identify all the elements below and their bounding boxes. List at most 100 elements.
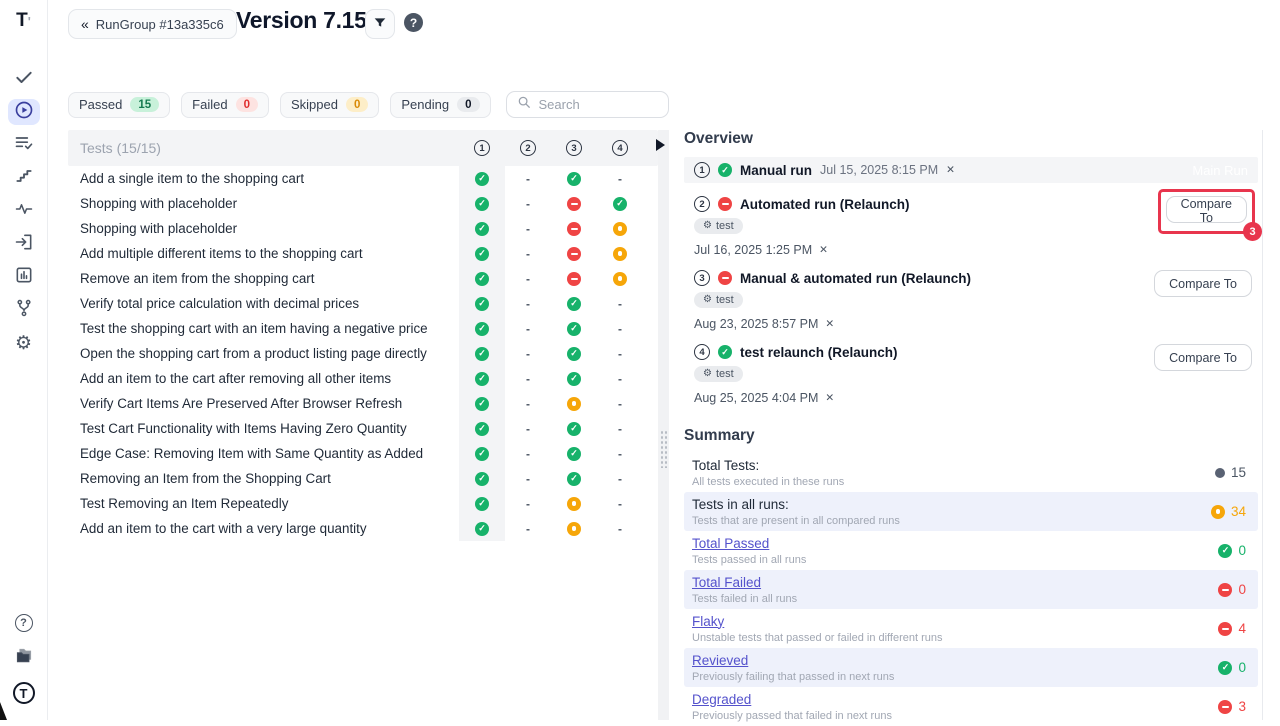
search-input[interactable] bbox=[539, 97, 649, 112]
sidebar-account-button[interactable]: T bbox=[8, 680, 40, 706]
table-row[interactable]: Test Removing an Item Repeatedly✓-- bbox=[68, 491, 658, 516]
filter-chip-pending[interactable]: Pending 0 bbox=[390, 92, 490, 118]
passed-status-icon: ✓ bbox=[475, 172, 489, 186]
status-cell: ✓ bbox=[459, 216, 505, 241]
circled-number-3: 3 bbox=[566, 140, 582, 156]
passed-status-icon: ✓ bbox=[475, 297, 489, 311]
remove-run-icon[interactable]: ✕ bbox=[819, 244, 828, 256]
sidebar-item-settings[interactable]: ⚙ bbox=[8, 330, 40, 356]
table-row[interactable]: Remove an item from the shopping cart✓- bbox=[68, 266, 658, 291]
main-run-row[interactable]: 1✓Manual runJul 15, 2025 8:15 PM✕Main Ru… bbox=[684, 157, 1258, 183]
filter-button[interactable] bbox=[365, 9, 395, 39]
back-to-rungroup-button[interactable]: « RunGroup #13a335c6 bbox=[68, 9, 237, 39]
remove-run-icon[interactable]: ✕ bbox=[825, 392, 834, 404]
compare-to-button[interactable]: Compare To bbox=[1154, 270, 1252, 297]
status-cell: - bbox=[505, 491, 551, 516]
passed-status-icon: ✓ bbox=[475, 397, 489, 411]
summary-row: Total FailedTests failed in all runs0 bbox=[684, 570, 1258, 609]
status-cell: - bbox=[505, 266, 551, 291]
filter-chip-skipped[interactable]: Skipped 0 bbox=[280, 92, 379, 118]
status-cell bbox=[551, 516, 597, 541]
summary-value: 34 bbox=[1211, 504, 1246, 519]
back-button-label: RunGroup #13a335c6 bbox=[96, 17, 224, 32]
summary-link[interactable]: Total Passed bbox=[692, 536, 806, 551]
status-cell: ✓ bbox=[459, 166, 505, 191]
status-cell bbox=[551, 216, 597, 241]
table-row[interactable]: Add an item to the cart with a very larg… bbox=[68, 516, 658, 541]
tests-table-body: Add a single item to the shopping cart✓-… bbox=[68, 166, 658, 541]
table-row[interactable]: Add an item to the cart after removing a… bbox=[68, 366, 658, 391]
sidebar-item-test-plans[interactable] bbox=[8, 132, 40, 158]
sidebar: T' bbox=[0, 0, 48, 720]
sidebar-docs-button[interactable] bbox=[8, 645, 40, 671]
not-run-dash: - bbox=[526, 347, 530, 361]
passed-status-icon: ✓ bbox=[567, 172, 581, 186]
test-name: Add an item to the cart after removing a… bbox=[68, 371, 459, 386]
play-circle-icon bbox=[14, 100, 34, 125]
table-row[interactable]: Edge Case: Removing Item with Same Quant… bbox=[68, 441, 658, 466]
status-cell: ✓ bbox=[551, 166, 597, 191]
run-column-header-3: 3 bbox=[551, 130, 597, 166]
help-button[interactable]: ? bbox=[404, 13, 423, 32]
sidebar-item-reports[interactable] bbox=[8, 264, 40, 290]
table-row[interactable]: Shopping with placeholder✓- bbox=[68, 216, 658, 241]
summary-link[interactable]: Flaky bbox=[692, 614, 943, 629]
run-name: test relaunch (Relaunch) bbox=[740, 345, 898, 360]
sidebar-item-runs[interactable] bbox=[8, 99, 40, 125]
table-row[interactable]: Test the shopping cart with an item havi… bbox=[68, 316, 658, 341]
summary-link[interactable]: Revieved bbox=[692, 653, 894, 668]
remove-run-icon[interactable]: ✕ bbox=[946, 164, 955, 176]
passed-status-icon: ✓ bbox=[567, 422, 581, 436]
table-row[interactable]: Removing an Item from the Shopping Cart✓… bbox=[68, 466, 658, 491]
skipped-status-icon bbox=[1211, 505, 1225, 519]
table-row[interactable]: Verify total price calculation with deci… bbox=[68, 291, 658, 316]
summary-link[interactable]: Degraded bbox=[692, 692, 892, 707]
compare-to-button[interactable]: Compare To bbox=[1166, 196, 1247, 223]
row-status-cells: ✓-- bbox=[459, 491, 643, 516]
not-run-dash: - bbox=[618, 397, 622, 411]
collapse-panel-icon[interactable] bbox=[656, 139, 665, 151]
sidebar-item-branches[interactable] bbox=[8, 297, 40, 323]
run-column-header-1: 1 bbox=[459, 130, 505, 166]
search-box[interactable] bbox=[506, 91, 669, 118]
summary-description: Tests passed in all runs bbox=[692, 554, 806, 566]
table-row[interactable]: Add multiple different items to the shop… bbox=[68, 241, 658, 266]
skipped-status-icon bbox=[613, 247, 627, 261]
test-name: Add an item to the cart with a very larg… bbox=[68, 521, 459, 536]
remove-run-icon[interactable]: ✕ bbox=[825, 318, 834, 330]
passed-status-icon: ✓ bbox=[475, 347, 489, 361]
sidebar-item-imports[interactable] bbox=[8, 231, 40, 257]
table-row[interactable]: Open the shopping cart from a product li… bbox=[68, 341, 658, 366]
drag-handle-icon[interactable] bbox=[660, 430, 667, 468]
table-row[interactable]: Verify Cart Items Are Preserved After Br… bbox=[68, 391, 658, 416]
summary-value: 15 bbox=[1215, 465, 1246, 480]
pulse-icon bbox=[14, 199, 34, 224]
neutral-dot-icon bbox=[1215, 468, 1225, 478]
tests-table-header: Tests (15/15) 1234 bbox=[68, 130, 658, 166]
sidebar-help-button[interactable]: ? bbox=[8, 610, 40, 636]
compare-to-button[interactable]: Compare To bbox=[1154, 344, 1252, 371]
test-name: Test Cart Functionality with Items Havin… bbox=[68, 421, 459, 436]
status-cell: ✓ bbox=[459, 366, 505, 391]
not-run-dash: - bbox=[526, 297, 530, 311]
not-run-dash: - bbox=[526, 272, 530, 286]
status-cell: ✓ bbox=[459, 491, 505, 516]
table-row[interactable]: Shopping with placeholder✓-✓ bbox=[68, 191, 658, 216]
table-row[interactable]: Test Cart Functionality with Items Havin… bbox=[68, 416, 658, 441]
not-run-dash: - bbox=[526, 247, 530, 261]
sidebar-item-pulse[interactable] bbox=[8, 198, 40, 224]
summary-label: Tests in all runs: bbox=[692, 497, 900, 512]
table-row[interactable]: Add a single item to the shopping cart✓-… bbox=[68, 166, 658, 191]
test-name: Remove an item from the shopping cart bbox=[68, 271, 459, 286]
sidebar-item-steps[interactable] bbox=[8, 165, 40, 191]
summary-link[interactable]: Total Failed bbox=[692, 575, 797, 590]
sidebar-item-tests[interactable] bbox=[8, 66, 40, 92]
summary-row: RevievedPreviously failing that passed i… bbox=[684, 648, 1258, 687]
status-cell: - bbox=[597, 291, 643, 316]
circled-number-4: 4 bbox=[694, 344, 710, 360]
status-cell: ✓ bbox=[459, 466, 505, 491]
filter-chip-failed[interactable]: Failed 0 bbox=[181, 92, 269, 118]
panel-divider[interactable] bbox=[658, 130, 669, 720]
status-cell: - bbox=[505, 441, 551, 466]
filter-chip-passed[interactable]: Passed 15 bbox=[68, 92, 170, 118]
